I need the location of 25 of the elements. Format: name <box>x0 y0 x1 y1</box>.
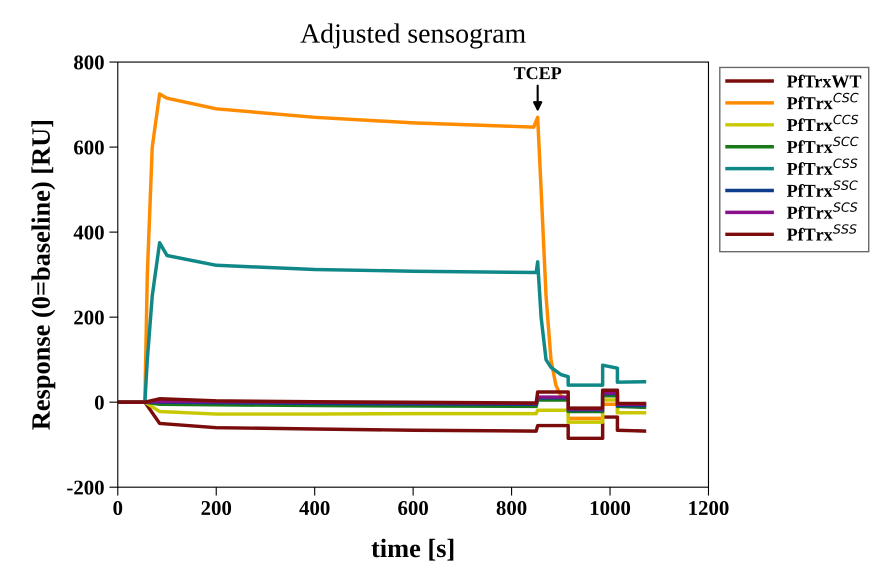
y-tick-label: 200 <box>74 310 104 325</box>
legend-label: PfTrxWT <box>786 74 862 88</box>
x-tick-label: 200 <box>201 500 232 516</box>
x-tick-label: 800 <box>496 500 526 516</box>
y-tick-label: 600 <box>74 140 104 155</box>
x-tick-label: 1000 <box>590 500 630 516</box>
x-tick-label: 0 <box>113 500 122 516</box>
x-tick-label: 1200 <box>689 500 729 516</box>
x-axis-title: time [s] <box>371 538 454 561</box>
legend-label: PfTrx$^{CSC}$ <box>786 92 859 110</box>
x-tick-label: 400 <box>299 500 330 516</box>
legend-label: PfTrx$^{CSS}$ <box>786 158 858 175</box>
chart-title: Adjusted sensogram <box>300 23 526 49</box>
y-axis-title: Response (0=baseline) [RU] <box>31 121 56 430</box>
y-tick-label: 800 <box>74 55 104 70</box>
annotation: TCEP <box>514 67 562 80</box>
legend-label: PfTrx$^{SCC}$ <box>786 136 859 153</box>
legend-label: PfTrx$^{CCS}$ <box>786 114 858 131</box>
y-tick-label: -200 <box>67 480 104 495</box>
legend-label: PfTrx$^{SCS}$ <box>786 202 858 219</box>
y-tick-label: 0 <box>94 396 104 410</box>
legend-label: PfTrx$^{SSC}$ <box>786 180 858 197</box>
legend-label: PfTrx$^{SSS}$ <box>786 224 857 241</box>
y-tick-label: 400 <box>74 225 104 240</box>
x-tick-label: 600 <box>398 500 428 516</box>
